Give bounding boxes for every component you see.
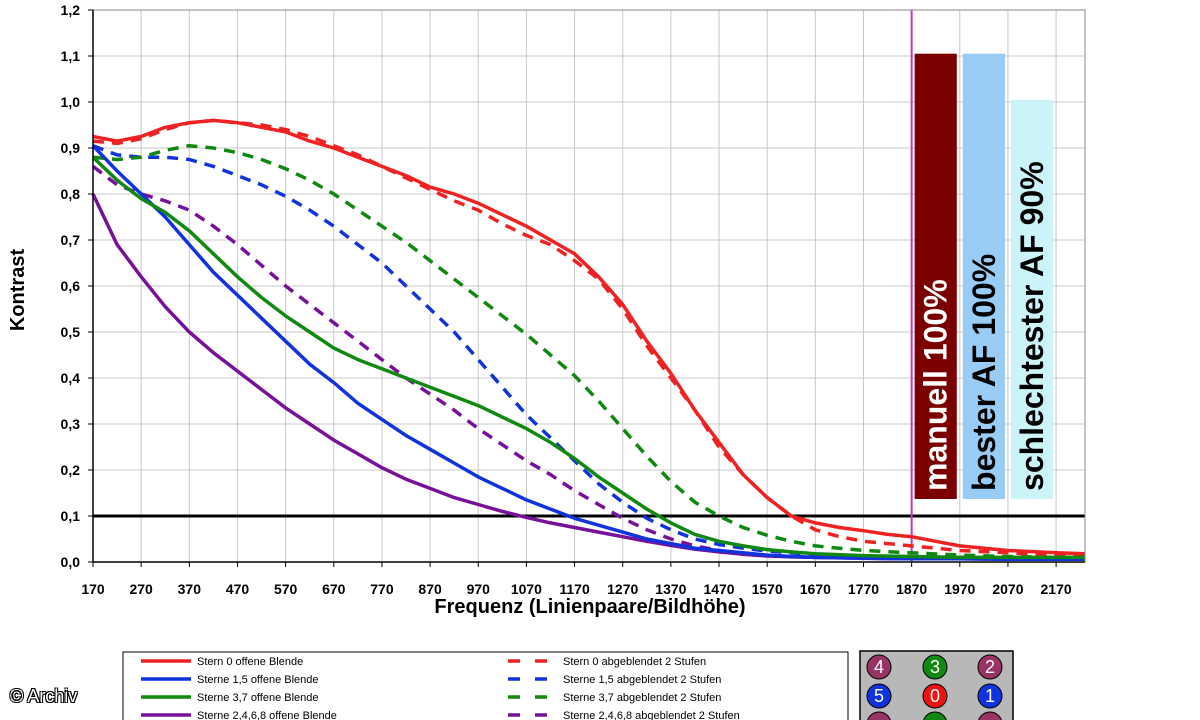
legend-label: Stern 0 offene Blende [197,656,303,668]
bar-label: manuell 100% [918,279,954,491]
series-line [91,155,1085,560]
x-tick-label: 1670 [800,581,831,597]
star-badge-label: 4 [874,657,884,677]
y-tick-label: 1,2 [61,2,81,18]
legend-label: Sterne 1,5 offene Blende [197,674,319,686]
y-tick-label: 0,4 [61,370,81,386]
x-tick-label: 1070 [511,581,542,597]
star-badge [922,654,948,680]
bar [1010,99,1054,499]
x-tick-label: 1170 [559,581,590,597]
y-tick-label: 0,3 [61,416,81,432]
y-axis-title: Kontrast [7,249,29,332]
star-badge [866,654,892,680]
star-badge [867,711,891,720]
star-badge-label: 2 [985,657,995,677]
y-tick-label: 0,1 [61,508,81,524]
legend-label: Sterne 3,7 abgeblendet 2 Stufen [563,692,721,704]
y-tick-label: 0,6 [61,278,81,294]
x-tick-label: 1470 [703,581,734,597]
star-badge [978,711,1002,720]
x-tick-label: 470 [226,581,250,597]
x-axis-title: Frequenz (Linienpaare/Bildhöhe) [434,596,745,618]
x-tick-label: 670 [322,581,346,597]
x-tick-label: 1870 [896,581,927,597]
star-badge [922,683,948,709]
star-badge [923,711,947,720]
legend-label: Sterne 1,5 abgeblendet 2 Stufen [563,674,721,686]
bar [962,53,1005,499]
copyright-text: © Archiv [10,686,78,706]
legend-label: Sterne 2,4,6,8 abgeblendet 2 Stufen [563,710,740,720]
x-tick-label: 1370 [655,581,686,597]
bar-label: schlechtester AF 90% [1014,161,1050,491]
x-tick-label: 2070 [992,581,1023,597]
x-tick-label: 1970 [944,581,975,597]
legend-label: Stern 0 abgeblendet 2 Stufen [563,656,706,668]
y-axis-ticks: 0,0 0,1 0,2 0,3 0,4 0,5 0,6 0,7 0,8 0,9 1,0 1,1 1,2 [61,2,93,570]
x-tick-label: 1270 [607,581,638,597]
data-series [91,118,1086,561]
x-tick-label: 570 [274,581,298,597]
star-badge-grid: 4 3 2 5 0 1 [859,650,1014,720]
star-badge-label: 1 [985,686,995,706]
legend-label: Sterne 3,7 offene Blende [197,692,319,704]
bar [914,53,957,499]
legend: Stern 0 offene Blende Sterne 1,5 offene B… [122,651,849,720]
y-tick-label: 0,2 [61,462,81,478]
star-badge [866,683,892,709]
x-axis-ticks: 170 270 370 470 570 670 770 870 970 1070 1170 1270 1… [81,562,1072,597]
star-badge-label: 5 [874,686,884,706]
y-tick-label: 1,1 [61,48,81,64]
y-tick-label: 0,7 [61,232,81,248]
x-tick-label: 170 [81,581,105,597]
x-tick-label: 270 [129,581,153,597]
x-tick-label: 970 [467,581,491,597]
x-tick-label: 1570 [752,581,783,597]
af-bars: manuell 100% bester AF 100% schlechtester … [93,10,1085,562]
x-tick-label: 2170 [1041,581,1072,597]
x-tick-label: 870 [418,581,442,597]
legend-label: Sterne 2,4,6,8 offene Blende [197,710,337,720]
series-line [91,144,1085,561]
y-tick-label: 1,0 [61,94,81,110]
x-tick-label: 1770 [848,581,879,597]
star-badge [977,683,1003,709]
legend-box [122,651,849,720]
x-tick-label: 770 [370,581,394,597]
y-tick-label: 0,0 [61,554,81,570]
y-tick-label: 0,8 [61,186,81,202]
y-tick-label: 0,9 [61,140,81,156]
x-tick-label: 370 [178,581,202,597]
star-badge [977,654,1003,680]
y-tick-label: 0,5 [61,324,81,340]
series-line [92,118,1086,556]
star-badge-label: 0 [930,686,940,706]
star-badge-label: 3 [930,657,940,677]
bar-label: bester AF 100% [966,254,1002,491]
series-line [92,143,1085,560]
